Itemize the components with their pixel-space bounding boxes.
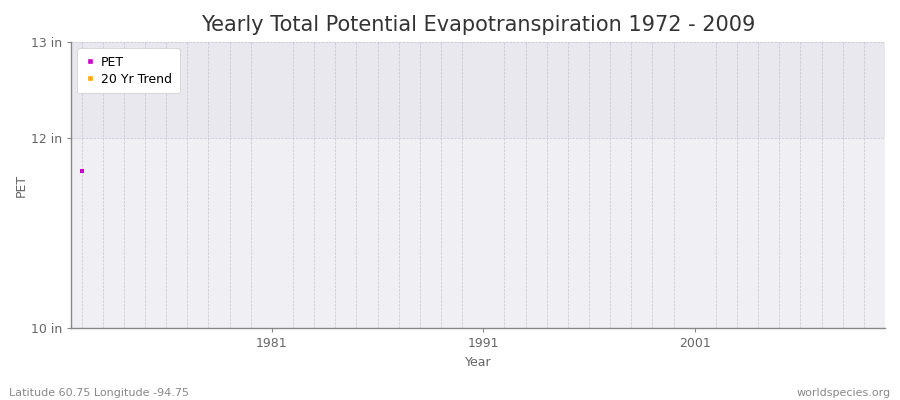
Text: worldspecies.org: worldspecies.org bbox=[796, 388, 891, 398]
Point bbox=[75, 168, 89, 174]
Y-axis label: PET: PET bbox=[15, 174, 28, 197]
Point bbox=[95, 82, 110, 88]
X-axis label: Year: Year bbox=[464, 356, 491, 369]
Legend: PET, 20 Yr Trend: PET, 20 Yr Trend bbox=[77, 48, 180, 93]
Bar bbox=[71, 138, 885, 328]
Title: Yearly Total Potential Evapotranspiration 1972 - 2009: Yearly Total Potential Evapotranspiratio… bbox=[201, 15, 755, 35]
Text: Latitude 60.75 Longitude -94.75: Latitude 60.75 Longitude -94.75 bbox=[9, 388, 189, 398]
